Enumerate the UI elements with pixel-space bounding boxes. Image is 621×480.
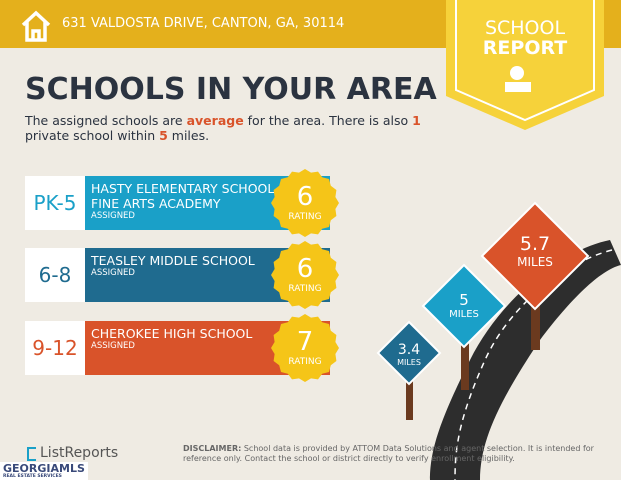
mls-name: GEORGIAMLS bbox=[3, 462, 85, 475]
distance-value: 3.4 bbox=[397, 342, 421, 358]
mls-logo: GEORGIAMLS REAL ESTATE SERVICES bbox=[0, 462, 88, 480]
sign bbox=[480, 201, 590, 311]
school-text: HASTY ELEMENTARY SCHOOL FINE ARTS ACADEM… bbox=[91, 181, 281, 222]
distance-value: 5 bbox=[459, 291, 469, 309]
grade: 9-12 bbox=[25, 321, 85, 375]
text: miles. bbox=[167, 128, 210, 143]
distance: 3.4 MILES bbox=[389, 342, 429, 367]
text: private school within bbox=[25, 113, 425, 143]
title: SCHOOLS IN YOUR AREA bbox=[25, 72, 437, 107]
rating-value: 7 bbox=[296, 327, 314, 357]
school-text: TEASLEY MIDDLE SCHOOL ASSIGNED bbox=[91, 253, 281, 279]
distance: 5.7 MILES bbox=[505, 233, 565, 269]
badge-border bbox=[455, 0, 595, 122]
mls-sub: REAL ESTATE SERVICES bbox=[3, 474, 62, 479]
badge-line: SCHOOL bbox=[484, 17, 566, 39]
disclaimer-label: DISCLAIMER: bbox=[183, 444, 242, 453]
highlight: average bbox=[186, 113, 244, 128]
sign bbox=[421, 263, 507, 349]
distance-unit: MILES bbox=[449, 309, 479, 320]
post bbox=[406, 360, 413, 420]
rating-label: RATING bbox=[288, 284, 322, 294]
rating-value: 6 bbox=[296, 182, 314, 212]
rating: 6 RATING bbox=[273, 182, 337, 222]
grade: 6-8 bbox=[25, 248, 85, 302]
school-status: ASSIGNED bbox=[91, 268, 135, 278]
logo: ListReports bbox=[40, 445, 119, 461]
rating-label: RATING bbox=[288, 357, 322, 367]
rating-badge bbox=[271, 241, 339, 309]
disclaimer-text: School data is provided by ATTOM Data So… bbox=[183, 444, 594, 463]
text: The assigned schools are bbox=[25, 113, 187, 128]
school-status: ASSIGNED bbox=[91, 341, 135, 351]
school-text: CHEROKEE HIGH SCHOOL ASSIGNED bbox=[91, 326, 281, 352]
school-status: ASSIGNED bbox=[91, 211, 135, 221]
badge bbox=[446, 0, 604, 130]
rating-seal bbox=[271, 241, 339, 309]
school-name: CHEROKEE HIGH SCHOOL bbox=[91, 326, 253, 341]
school-name: TEASLEY MIDDLE SCHOOL bbox=[91, 253, 255, 268]
badge-line: REPORT bbox=[482, 37, 568, 59]
distance-unit: MILES bbox=[397, 358, 421, 367]
badge-text: SCHOOL REPORT bbox=[456, 18, 594, 58]
rating-badge bbox=[271, 314, 339, 382]
rating-badge bbox=[271, 169, 339, 237]
distance: 5 MILES bbox=[439, 291, 489, 320]
sign bbox=[376, 320, 442, 386]
address: 631 VALDOSTA DRIVE, CANTON, GA, 30114 bbox=[62, 16, 345, 31]
rating-value: 6 bbox=[296, 254, 314, 284]
disclaimer: DISCLAIMER: School data is provided by A… bbox=[183, 444, 608, 464]
road bbox=[430, 240, 621, 480]
rating-seal bbox=[271, 314, 339, 382]
logo-icon bbox=[27, 447, 36, 461]
school-name: HASTY ELEMENTARY SCHOOL FINE ARTS ACADEM… bbox=[91, 181, 275, 211]
rating-seal bbox=[271, 169, 339, 237]
rating: 7 RATING bbox=[273, 327, 337, 367]
books-icon bbox=[505, 82, 531, 92]
home-icon bbox=[21, 10, 51, 42]
post bbox=[461, 310, 469, 390]
intro: The assigned schools are average for the… bbox=[25, 113, 425, 143]
highlight: 5 bbox=[159, 128, 168, 143]
apple-icon bbox=[510, 66, 524, 80]
rating: 6 RATING bbox=[273, 254, 337, 294]
rating-label: RATING bbox=[288, 212, 322, 222]
highlight: 1 bbox=[412, 113, 421, 128]
text: for the area. There is also bbox=[243, 113, 413, 128]
distance-value: 5.7 bbox=[519, 233, 551, 255]
distance-unit: MILES bbox=[517, 255, 553, 269]
grade: PK-5 bbox=[25, 176, 85, 230]
